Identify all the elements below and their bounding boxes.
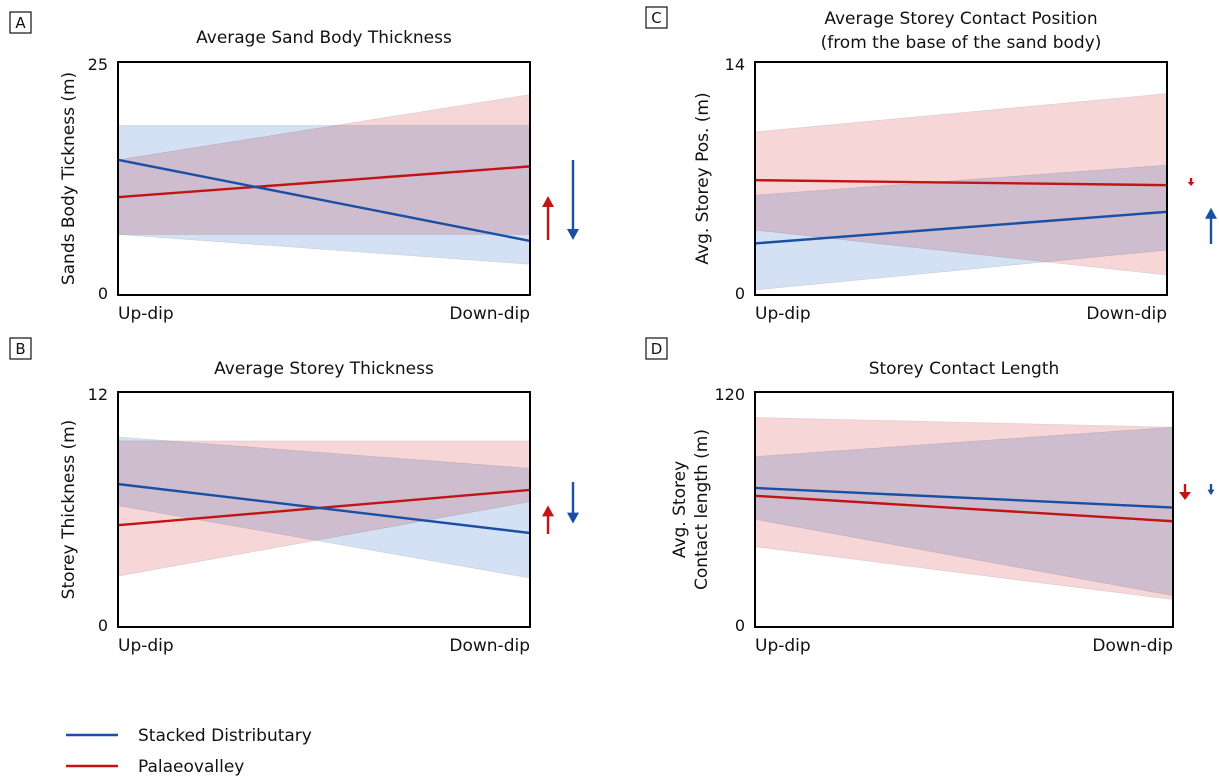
legend-label-stacked: Stacked Distributary (138, 726, 312, 746)
series-line-palaeo (754, 178, 1168, 187)
panel-label-text: D (651, 340, 663, 358)
panel-a: A Average Sand Body Thickness 25 0 Up-dip Dow… (9, 11, 579, 324)
y-tick-label: 12 (88, 385, 108, 404)
series-line-palaeo (754, 494, 1174, 523)
trend-arrow-head (1179, 492, 1191, 500)
x-tick-label: Up-dip (118, 304, 174, 324)
panel-d: D Storey Contact Length 120 0 Up-dip Down-dip… (645, 337, 1215, 656)
y-tick-label: 120 (714, 385, 745, 404)
x-tick-label: Down-dip (1092, 636, 1173, 656)
y-axis-label: Sands Body Tickness (m) (59, 72, 79, 285)
panel-label: A (9, 11, 32, 34)
chart-title: (from the base of the sand body) (821, 33, 1102, 53)
trend-arrow-stacked (1207, 484, 1215, 496)
y-axis-label: Contact length (m) (692, 429, 712, 590)
chart-title: Average Storey Contact Position (824, 9, 1097, 29)
trend-arrow-head (1207, 489, 1215, 496)
panel-label: C (645, 6, 668, 29)
panel-label-text: C (651, 9, 661, 27)
trend-arrow-stacked (1205, 207, 1217, 244)
panel-label-box (645, 6, 668, 29)
legend: Stacked Distributary Palaeovalley (66, 726, 312, 776)
series-line-stacked (754, 210, 1168, 245)
chart-title: Storey Contact Length (869, 359, 1060, 379)
series-line-stacked (117, 482, 531, 535)
x-tick-label: Up-dip (118, 636, 174, 656)
trend-arrow-head (567, 229, 579, 240)
panel-label-box (9, 337, 32, 360)
trend-arrow-palaeo (542, 196, 554, 240)
y-axis-label: Storey Thickness (m) (59, 420, 79, 600)
panel-label-box (645, 337, 668, 360)
y-tick-label: 14 (725, 55, 745, 74)
x-tick-label: Up-dip (755, 636, 811, 656)
y-axis-label: Avg. Storey (670, 461, 690, 558)
plot-frame (117, 61, 531, 296)
trend-arrow-palaeo (1179, 484, 1191, 500)
x-tick-label: Down-dip (1086, 304, 1167, 324)
series-line-stacked (117, 158, 531, 243)
y-tick-label: 25 (88, 55, 108, 74)
trend-arrow-head (542, 196, 554, 207)
y-tick-label: 0 (98, 284, 108, 303)
panel-label-box (9, 11, 32, 34)
plot-frame (754, 61, 1168, 296)
trend-arrow-head (1187, 182, 1195, 186)
trend-arrow-palaeo (1187, 178, 1195, 186)
trend-arrow-stacked (567, 160, 579, 240)
trend-arrow-head (567, 512, 579, 524)
trend-arrow-palaeo (542, 505, 554, 534)
legend-label-palaeo: Palaeovalley (138, 757, 244, 776)
trend-arrow-head (1205, 207, 1217, 219)
series-line-palaeo (117, 165, 531, 199)
series-line-stacked (754, 486, 1174, 509)
trend-arrow-stacked (567, 482, 579, 524)
panel-b: B Average Storey Thickness 12 0 Up-dip Down-d… (9, 337, 579, 656)
x-tick-label: Down-dip (449, 304, 530, 324)
x-tick-label: Down-dip (449, 636, 530, 656)
plot-frame (117, 391, 531, 628)
panel-c: C Average Storey Contact Position (from th… (645, 6, 1217, 324)
trend-arrow-head (542, 505, 554, 517)
plot-frame (754, 391, 1174, 628)
panel-label-text: A (15, 14, 26, 32)
y-tick-label: 0 (735, 616, 745, 635)
chart-title: Average Storey Thickness (214, 359, 434, 379)
y-axis-label: Avg. Storey Pos. (m) (693, 92, 713, 264)
x-tick-label: Up-dip (755, 304, 811, 324)
y-tick-label: 0 (98, 616, 108, 635)
panel-label: D (645, 337, 668, 360)
panel-label: B (9, 337, 32, 360)
y-tick-label: 0 (735, 284, 745, 303)
chart-title: Average Sand Body Thickness (196, 28, 452, 48)
panel-label-text: B (15, 340, 25, 358)
band-stacked (117, 125, 531, 265)
